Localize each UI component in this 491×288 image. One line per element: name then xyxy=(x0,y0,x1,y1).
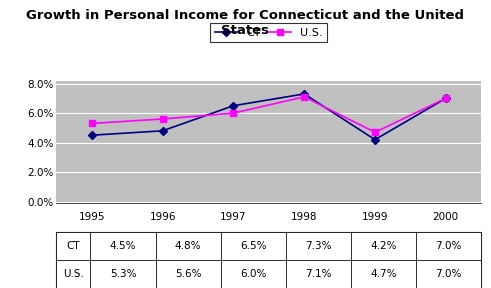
Text: 6.5%: 6.5% xyxy=(240,241,267,251)
FancyBboxPatch shape xyxy=(416,260,481,288)
Text: 7.1%: 7.1% xyxy=(305,269,331,279)
Text: 7.3%: 7.3% xyxy=(305,241,331,251)
Text: 4.2%: 4.2% xyxy=(370,241,397,251)
FancyBboxPatch shape xyxy=(286,260,351,288)
CT xyxy=(230,104,236,107)
CT xyxy=(160,129,165,132)
Text: 1998: 1998 xyxy=(291,213,318,222)
U.S. xyxy=(160,117,165,121)
Text: 4.7%: 4.7% xyxy=(370,269,397,279)
Text: 4.5%: 4.5% xyxy=(110,241,136,251)
FancyBboxPatch shape xyxy=(90,260,156,288)
Line: CT: CT xyxy=(89,91,449,143)
Text: 1996: 1996 xyxy=(149,213,176,222)
CT xyxy=(301,92,307,96)
Legend: CT, U.S.: CT, U.S. xyxy=(210,23,327,42)
Text: 2000: 2000 xyxy=(433,213,459,222)
Line: U.S.: U.S. xyxy=(89,94,449,135)
FancyBboxPatch shape xyxy=(156,232,220,260)
FancyBboxPatch shape xyxy=(286,232,351,260)
Text: 1997: 1997 xyxy=(220,213,246,222)
U.S. xyxy=(301,95,307,98)
FancyBboxPatch shape xyxy=(220,232,286,260)
FancyBboxPatch shape xyxy=(56,232,90,260)
CT xyxy=(443,96,449,100)
U.S. xyxy=(372,130,378,134)
CT xyxy=(372,138,378,141)
FancyBboxPatch shape xyxy=(416,232,481,260)
CT xyxy=(89,134,95,137)
FancyBboxPatch shape xyxy=(90,232,156,260)
FancyBboxPatch shape xyxy=(351,260,416,288)
Text: CT: CT xyxy=(67,241,80,251)
Text: 7.0%: 7.0% xyxy=(436,241,462,251)
Text: 1999: 1999 xyxy=(362,213,388,222)
FancyBboxPatch shape xyxy=(156,260,220,288)
Text: 4.8%: 4.8% xyxy=(175,241,201,251)
U.S. xyxy=(89,122,95,125)
FancyBboxPatch shape xyxy=(56,260,90,288)
FancyBboxPatch shape xyxy=(351,232,416,260)
Text: 1995: 1995 xyxy=(79,213,105,222)
Text: 7.0%: 7.0% xyxy=(436,269,462,279)
U.S. xyxy=(443,96,449,100)
FancyBboxPatch shape xyxy=(220,260,286,288)
Text: Growth in Personal Income for Connecticut and the United
States: Growth in Personal Income for Connecticu… xyxy=(27,9,464,37)
Text: U.S.: U.S. xyxy=(63,269,84,279)
Text: 6.0%: 6.0% xyxy=(240,269,267,279)
U.S. xyxy=(230,111,236,115)
Text: 5.3%: 5.3% xyxy=(110,269,136,279)
Text: 5.6%: 5.6% xyxy=(175,269,201,279)
